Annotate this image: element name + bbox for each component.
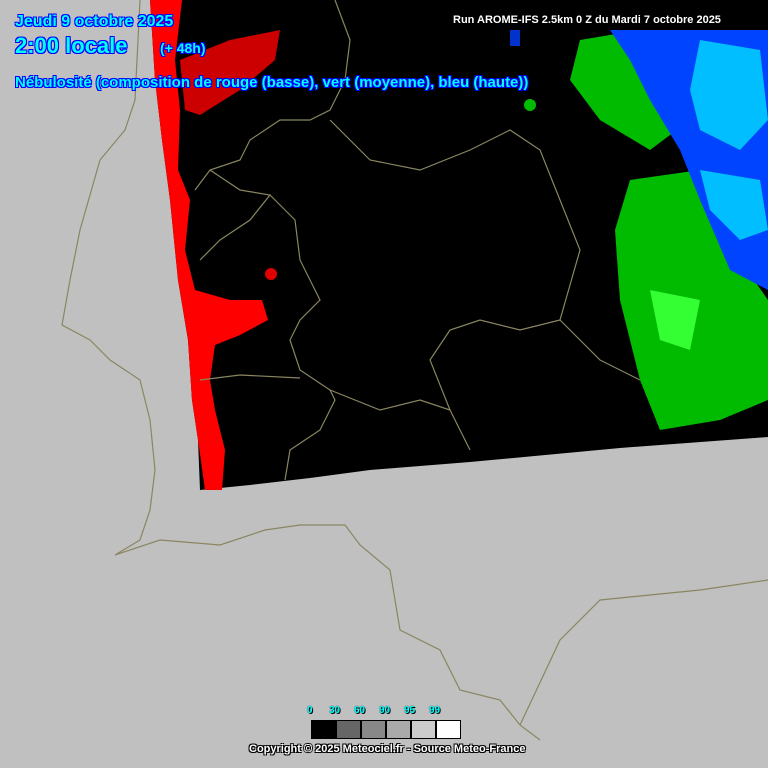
legend-label: 30 [329, 705, 341, 716]
legend-label: 99 [429, 705, 441, 716]
low-cloud-patch [180, 30, 280, 115]
low-cloud-coastal-band [150, 0, 268, 490]
legend-swatch [336, 720, 361, 739]
map-description: Nébulosité (composition de rouge (basse)… [15, 74, 529, 91]
borders [61, 0, 768, 741]
forecast-lead-time: (+ 48h) [160, 40, 206, 56]
copyright: Copyright © 2025 Meteociel.fr - Source M… [249, 743, 526, 755]
green-overlap-streaks [650, 290, 700, 350]
model-run-info: Run AROME-IFS 2.5km 0 Z du Mardi 7 octob… [440, 10, 768, 30]
legend-swatch [436, 720, 461, 739]
high-cloud-cyan-patches [690, 40, 768, 240]
legend-swatch [361, 720, 386, 739]
legend-swatch [386, 720, 411, 739]
low-cloud-spot [265, 268, 277, 280]
legend-swatch [311, 720, 336, 739]
legend-swatch [411, 720, 436, 739]
legend-label: 95 [404, 705, 416, 716]
forecast-date: Jeudi 9 octobre 2025 [15, 13, 174, 30]
legend-label: 90 [379, 705, 391, 716]
forecast-time: 2:00 locale [15, 33, 128, 58]
high-cloud-spot [510, 30, 520, 46]
legend-label: 60 [354, 705, 366, 716]
legend-label: 0 [307, 705, 313, 716]
